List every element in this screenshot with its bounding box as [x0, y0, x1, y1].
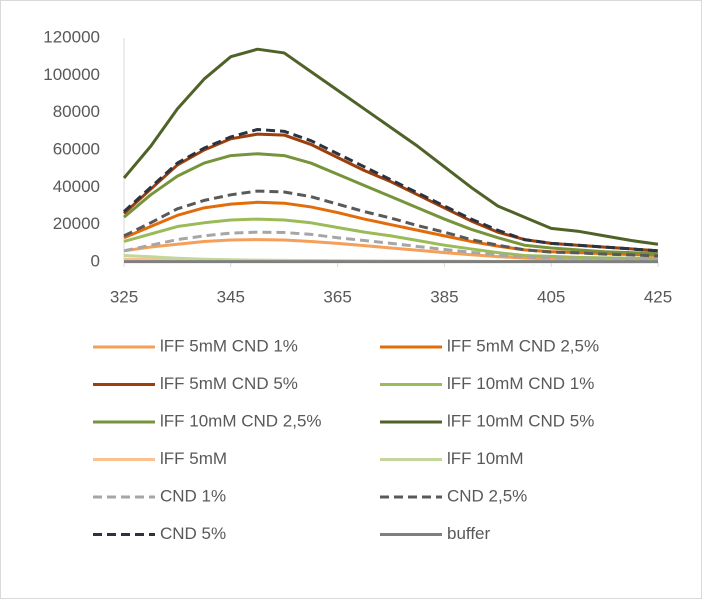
series-line [122, 127, 659, 253]
series-line [123, 152, 659, 256]
y-tick-label: 20000 [53, 214, 100, 233]
series-line [122, 47, 659, 246]
y-tick-label: 60000 [53, 139, 100, 158]
legend-label: buffer [447, 524, 491, 543]
series-line [123, 230, 659, 261]
y-tick-label: 80000 [53, 102, 100, 121]
legend-label: lFF 10mM CND 2,5% [160, 411, 322, 430]
legend-label: CND 1% [160, 486, 226, 505]
x-tick-label: 425 [644, 287, 672, 306]
x-tick-label: 405 [537, 287, 565, 306]
legend-label: lFF 10mM CND 1% [447, 374, 594, 393]
x-tick-label: 365 [323, 287, 351, 306]
legend-label: CND 2,5% [447, 486, 527, 505]
y-tick-label: 120000 [43, 27, 100, 46]
x-tick-label: 325 [110, 287, 138, 306]
legend-label: lFF 10mM [447, 449, 524, 468]
series-line [123, 238, 659, 262]
legend-label: CND 5% [160, 524, 226, 543]
x-tick-label: 385 [430, 287, 458, 306]
legend-label: lFF 5mM CND 2,5% [447, 336, 599, 355]
y-tick-label: 100000 [43, 65, 100, 84]
legend-label: lFF 5mM CND 1% [160, 336, 298, 355]
series-line [123, 217, 659, 261]
x-tick-label: 345 [217, 287, 245, 306]
series-line [123, 200, 659, 257]
legend-label: lFF 5mM [160, 449, 227, 468]
y-tick-label: 0 [91, 251, 100, 270]
legend-label: lFF 5mM CND 5% [160, 374, 298, 393]
y-tick-label: 40000 [53, 177, 100, 196]
legend-label: lFF 10mM CND 5% [447, 411, 594, 430]
